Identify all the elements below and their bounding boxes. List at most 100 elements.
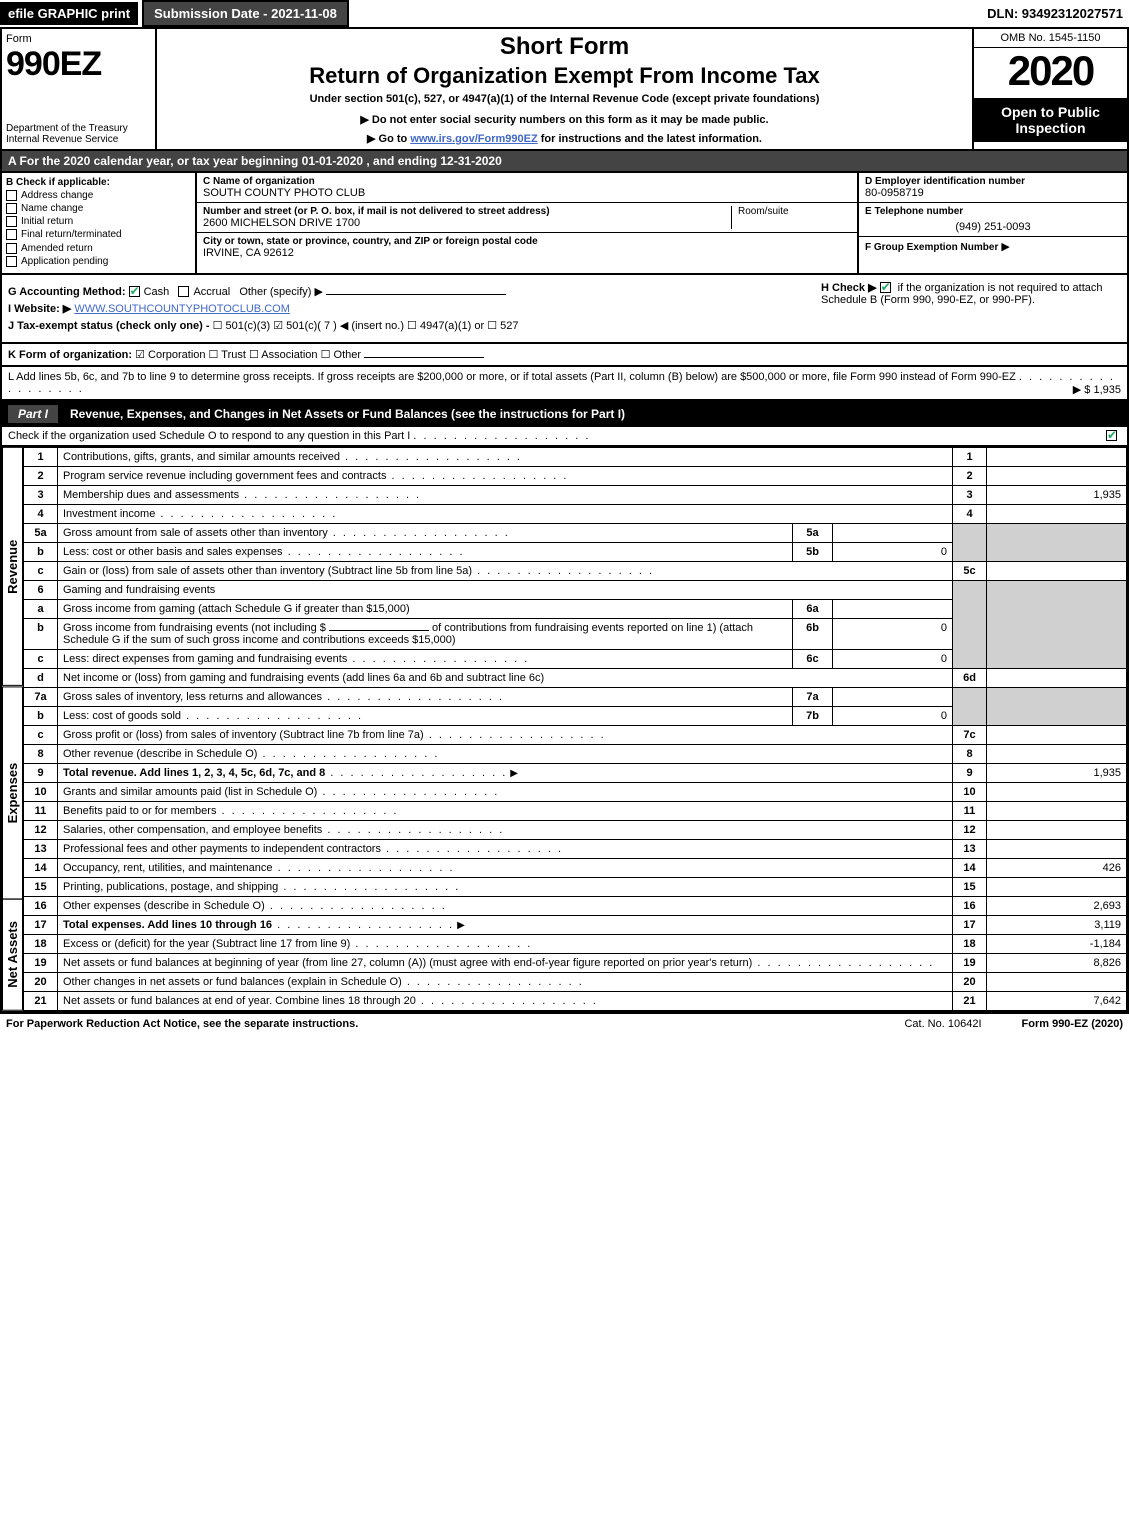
line-8-desc: Other revenue (describe in Schedule O) — [63, 748, 257, 760]
line-18-desc: Excess or (deficit) for the year (Subtra… — [63, 938, 350, 950]
line-4-ref: 4 — [953, 504, 987, 523]
l-text: L Add lines 5b, 6c, and 7b to line 9 to … — [8, 371, 1016, 383]
line-20-ref: 20 — [953, 972, 987, 991]
line-9-val: 1,935 — [987, 763, 1127, 782]
line-6a-subval — [833, 599, 953, 618]
form-number: 990EZ — [6, 45, 151, 84]
form-meta-box: OMB No. 1545-1150 2020 Open to Public In… — [972, 29, 1127, 149]
tax-year: 2020 — [974, 48, 1127, 94]
line-7c-ref: 7c — [953, 725, 987, 744]
line-3-ref: 3 — [953, 485, 987, 504]
g-accounting-method: G Accounting Method: Cash Accrual Other … — [8, 285, 801, 298]
chk-application-pending[interactable]: Application pending — [6, 256, 191, 267]
line-6b-desc-pre: Gross income from fundraising events (no… — [63, 622, 326, 634]
b-title: B Check if applicable: — [6, 177, 191, 188]
chk-final-return-label: Final return/terminated — [21, 230, 122, 241]
line-16-val: 2,693 — [987, 896, 1127, 915]
line-5a: 5a Gross amount from sale of assets othe… — [24, 523, 1127, 542]
line-2-val — [987, 466, 1127, 485]
part-1-label: Part I — [8, 405, 58, 423]
org-info-block: B Check if applicable: Address change Na… — [0, 173, 1129, 275]
footer-right: Form 990-EZ (2020) — [1022, 1018, 1123, 1030]
section-def: D Employer identification number 80-0958… — [857, 173, 1127, 273]
line-2-desc: Program service revenue including govern… — [63, 470, 386, 482]
dept-text: Department of the Treasury — [6, 123, 128, 134]
arrow-icon — [454, 919, 468, 931]
k-form-of-organization: K Form of organization: ☑ Corporation ☐ … — [0, 344, 1129, 367]
g-accrual-label: Accrual — [193, 286, 230, 298]
line-6b-blank[interactable] — [329, 630, 429, 631]
chk-final-return[interactable]: Final return/terminated — [6, 229, 191, 240]
line-19-val: 8,826 — [987, 953, 1127, 972]
k-options: ☑ Corporation ☐ Trust ☐ Association ☐ Ot… — [135, 349, 361, 361]
j-options: ☐ 501(c)(3) ☑ 501(c)( 7 ) ◀ (insert no.)… — [213, 320, 519, 332]
chk-initial-return[interactable]: Initial return — [6, 216, 191, 227]
line-19-desc: Net assets or fund balances at beginning… — [63, 957, 752, 969]
i-website: I Website: ▶ WWW.SOUTHCOUNTYPHOTOCLUB.CO… — [8, 302, 801, 315]
chk-amended-return[interactable]: Amended return — [6, 243, 191, 254]
l-gross-receipts: L Add lines 5b, 6c, and 7b to line 9 to … — [0, 367, 1129, 401]
chk-cash[interactable] — [129, 286, 140, 297]
f-arrow-icon: ▶ — [1001, 241, 1009, 253]
l-arrow: ▶ $ — [1073, 384, 1091, 396]
c-street-value: 2600 MICHELSON DRIVE 1700 — [203, 217, 731, 229]
line-3: 3 Membership dues and assessments 3 1,93… — [24, 485, 1127, 504]
line-1-desc: Contributions, gifts, grants, and simila… — [63, 451, 340, 463]
line-11-ref: 11 — [953, 801, 987, 820]
chk-name-change-label: Name change — [21, 203, 83, 214]
line-16-desc: Other expenses (describe in Schedule O) — [63, 900, 265, 912]
line-2: 2 Program service revenue including gove… — [24, 466, 1127, 485]
line-5c-ref: 5c — [953, 561, 987, 580]
line-17-val: 3,119 — [987, 915, 1127, 934]
line-7c-val — [987, 725, 1127, 744]
chk-accrual[interactable] — [178, 286, 189, 297]
line-13: 13Professional fees and other payments t… — [24, 839, 1127, 858]
g-other-input[interactable] — [326, 294, 506, 295]
line-8-val — [987, 744, 1127, 763]
chk-amended-return-label: Amended return — [21, 243, 93, 254]
line-14-desc: Occupancy, rent, utilities, and maintena… — [63, 862, 273, 874]
omb-number: OMB No. 1545-1150 — [974, 29, 1127, 48]
line-6d-ref: 6d — [953, 668, 987, 687]
short-form-title: Short Form — [165, 33, 964, 61]
h-label: H Check ▶ — [821, 282, 877, 294]
line-7a-subval — [833, 687, 953, 706]
line-1-val — [987, 447, 1127, 466]
part-1-title: Revenue, Expenses, and Changes in Net As… — [70, 407, 625, 421]
part-1-schedule-o-check: Check if the organization used Schedule … — [0, 427, 1129, 447]
line-3-desc: Membership dues and assessments — [63, 489, 239, 501]
line-3-val: 1,935 — [987, 485, 1127, 504]
chk-application-pending-label: Application pending — [21, 256, 108, 267]
line-20-val — [987, 972, 1127, 991]
chk-schedule-o[interactable] — [1106, 430, 1117, 441]
footer-mid: Cat. No. 10642I — [904, 1018, 981, 1030]
goto-link[interactable]: www.irs.gov/Form990EZ — [410, 133, 537, 145]
department-label: Department of the Treasury Internal Reve… — [6, 123, 151, 145]
line-14-val: 426 — [987, 858, 1127, 877]
line-21-val: 7,642 — [987, 991, 1127, 1010]
line-12-ref: 12 — [953, 820, 987, 839]
line-6a-subref: 6a — [793, 599, 833, 618]
chk-schedule-b[interactable] — [880, 282, 891, 293]
chk-name-change[interactable]: Name change — [6, 203, 191, 214]
line-10-desc: Grants and similar amounts paid (list in… — [63, 786, 317, 798]
line-12-desc: Salaries, other compensation, and employ… — [63, 824, 322, 836]
line-21: 21Net assets or fund balances at end of … — [24, 991, 1127, 1010]
line-6a-desc: Gross income from gaming (attach Schedul… — [63, 603, 410, 615]
top-bar: efile GRAPHIC print Submission Date - 20… — [0, 0, 1129, 29]
line-15-val — [987, 877, 1127, 896]
chk-address-change[interactable]: Address change — [6, 190, 191, 201]
website-link[interactable]: WWW.SOUTHCOUNTYPHOTOCLUB.COM — [74, 303, 290, 315]
form-id-box: Form 990EZ Department of the Treasury In… — [2, 29, 157, 149]
line-7c: c Gross profit or (loss) from sales of i… — [24, 725, 1127, 744]
line-18: 18Excess or (deficit) for the year (Subt… — [24, 934, 1127, 953]
chk-address-change-label: Address change — [21, 190, 93, 201]
line-6c-subval: 0 — [833, 649, 953, 668]
l-value-wrap: ▶ $ 1,935 — [1073, 383, 1121, 396]
part-1-header: Part I Revenue, Expenses, and Changes in… — [0, 401, 1129, 427]
efile-print-button[interactable]: efile GRAPHIC print — [0, 2, 138, 25]
line-7c-desc: Gross profit or (loss) from sales of inv… — [63, 729, 424, 741]
line-12-val — [987, 820, 1127, 839]
k-other-input[interactable] — [364, 357, 484, 358]
line-18-val: -1,184 — [987, 934, 1127, 953]
